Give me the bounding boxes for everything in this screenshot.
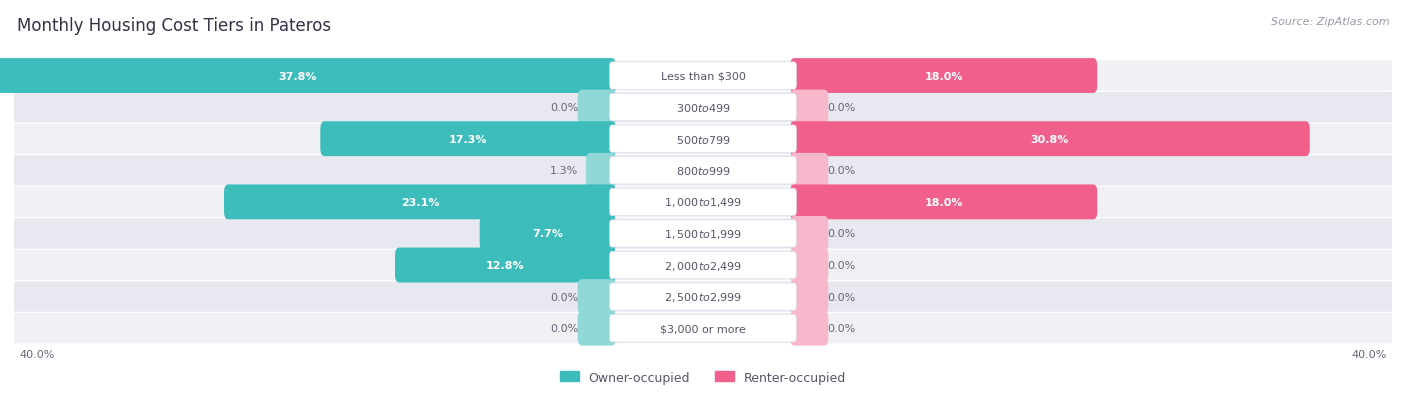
Text: 7.7%: 7.7% (533, 229, 564, 239)
FancyBboxPatch shape (578, 311, 616, 346)
Text: Less than $300: Less than $300 (661, 71, 745, 81)
FancyBboxPatch shape (790, 59, 1097, 94)
Text: 0.0%: 0.0% (828, 292, 856, 302)
Text: 17.3%: 17.3% (449, 134, 488, 144)
Text: $1,500 to $1,999: $1,500 to $1,999 (664, 228, 742, 240)
FancyBboxPatch shape (790, 248, 828, 283)
Text: 37.8%: 37.8% (278, 71, 318, 81)
FancyBboxPatch shape (610, 252, 796, 279)
FancyBboxPatch shape (14, 61, 1392, 91)
Text: 23.1%: 23.1% (401, 197, 439, 207)
Text: 0.0%: 0.0% (550, 292, 578, 302)
FancyBboxPatch shape (14, 313, 1392, 344)
FancyBboxPatch shape (14, 156, 1392, 186)
FancyBboxPatch shape (224, 185, 616, 220)
FancyBboxPatch shape (14, 282, 1392, 312)
FancyBboxPatch shape (790, 280, 828, 314)
FancyBboxPatch shape (790, 311, 828, 346)
Legend: Owner-occupied, Renter-occupied: Owner-occupied, Renter-occupied (555, 366, 851, 389)
Text: 18.0%: 18.0% (925, 197, 963, 207)
FancyBboxPatch shape (578, 280, 616, 314)
FancyBboxPatch shape (578, 90, 616, 125)
Text: $2,500 to $2,999: $2,500 to $2,999 (664, 290, 742, 304)
FancyBboxPatch shape (610, 220, 796, 247)
Text: 18.0%: 18.0% (925, 71, 963, 81)
Text: 1.3%: 1.3% (550, 166, 578, 176)
Text: 40.0%: 40.0% (20, 349, 55, 359)
Text: 30.8%: 30.8% (1031, 134, 1069, 144)
Text: $800 to $999: $800 to $999 (675, 165, 731, 177)
Text: Source: ZipAtlas.com: Source: ZipAtlas.com (1271, 17, 1389, 26)
FancyBboxPatch shape (790, 185, 1097, 220)
Text: $3,000 or more: $3,000 or more (661, 323, 745, 333)
FancyBboxPatch shape (790, 154, 828, 188)
FancyBboxPatch shape (610, 315, 796, 342)
Text: 0.0%: 0.0% (550, 103, 578, 113)
FancyBboxPatch shape (586, 154, 616, 188)
Text: 0.0%: 0.0% (828, 103, 856, 113)
Text: 0.0%: 0.0% (828, 323, 856, 333)
Text: $2,000 to $2,499: $2,000 to $2,499 (664, 259, 742, 272)
Text: Monthly Housing Cost Tiers in Pateros: Monthly Housing Cost Tiers in Pateros (17, 17, 330, 34)
FancyBboxPatch shape (610, 283, 796, 311)
FancyBboxPatch shape (14, 250, 1392, 280)
FancyBboxPatch shape (790, 216, 828, 251)
FancyBboxPatch shape (790, 122, 1310, 157)
FancyBboxPatch shape (790, 90, 828, 125)
Text: $1,000 to $1,499: $1,000 to $1,499 (664, 196, 742, 209)
FancyBboxPatch shape (14, 93, 1392, 123)
FancyBboxPatch shape (14, 124, 1392, 154)
FancyBboxPatch shape (479, 216, 616, 251)
Text: 40.0%: 40.0% (1351, 349, 1386, 359)
Text: 12.8%: 12.8% (486, 261, 524, 271)
FancyBboxPatch shape (610, 126, 796, 153)
FancyBboxPatch shape (0, 59, 616, 94)
FancyBboxPatch shape (14, 187, 1392, 218)
Text: 0.0%: 0.0% (828, 229, 856, 239)
Text: 0.0%: 0.0% (550, 323, 578, 333)
FancyBboxPatch shape (610, 189, 796, 216)
FancyBboxPatch shape (610, 63, 796, 90)
Text: $500 to $799: $500 to $799 (675, 133, 731, 145)
FancyBboxPatch shape (14, 219, 1392, 249)
FancyBboxPatch shape (321, 122, 616, 157)
FancyBboxPatch shape (395, 248, 616, 283)
FancyBboxPatch shape (610, 94, 796, 121)
Text: $300 to $499: $300 to $499 (675, 102, 731, 114)
FancyBboxPatch shape (610, 157, 796, 185)
Text: 0.0%: 0.0% (828, 166, 856, 176)
Text: 0.0%: 0.0% (828, 261, 856, 271)
